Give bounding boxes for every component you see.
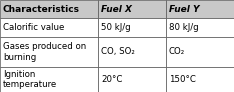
Bar [98,37,166,67]
Text: Fuel X: Fuel X [101,5,132,14]
Bar [98,67,166,92]
Bar [166,0,234,18]
Bar [98,0,166,18]
Text: Characteristics: Characteristics [3,5,80,14]
Text: CO₂: CO₂ [169,47,185,56]
Text: Fuel Y: Fuel Y [169,5,199,14]
Text: Gases produced on
burning: Gases produced on burning [3,42,86,62]
Text: 20°C: 20°C [101,75,122,84]
Bar [0,67,98,92]
Text: 50 kJ/g: 50 kJ/g [101,23,131,32]
Bar [98,18,166,37]
Bar [166,18,234,37]
Bar [0,0,98,18]
Text: 80 kJ/g: 80 kJ/g [169,23,199,32]
Text: Ignition
temperature: Ignition temperature [3,70,57,89]
Bar [0,37,98,67]
Text: CO, SO₂: CO, SO₂ [101,47,135,56]
Text: Calorific value: Calorific value [3,23,64,32]
Bar [166,67,234,92]
Bar [0,18,98,37]
Text: 150°C: 150°C [169,75,196,84]
Bar [166,37,234,67]
